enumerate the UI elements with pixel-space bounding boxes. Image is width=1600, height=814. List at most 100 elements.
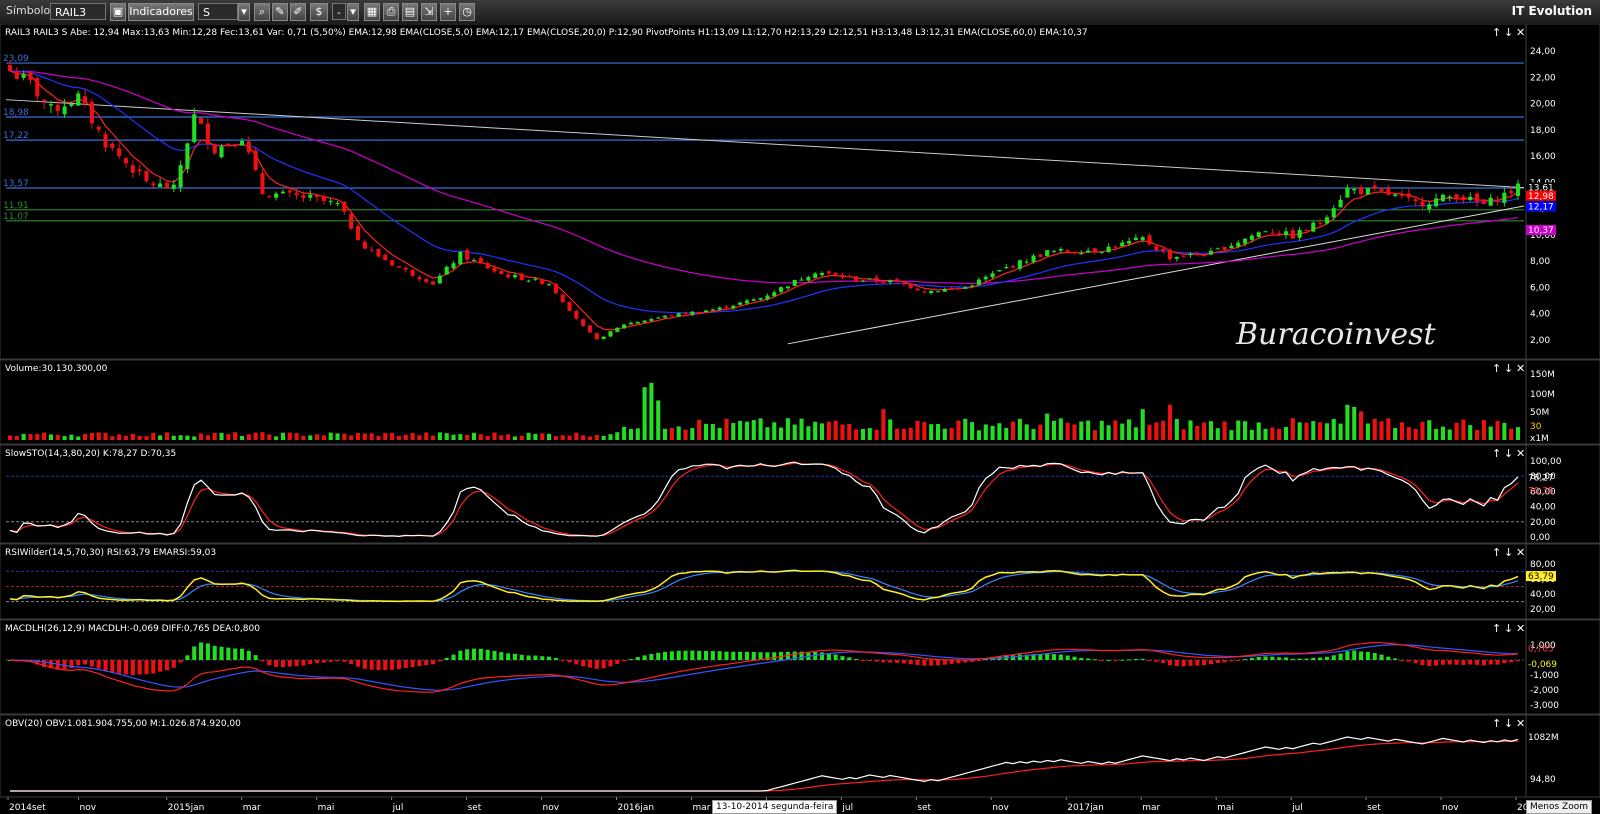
minus-select[interactable]: - bbox=[332, 3, 346, 20]
candle-body bbox=[908, 284, 913, 289]
chevron-down-icon[interactable]: ▾ bbox=[238, 3, 250, 21]
volume-bar bbox=[328, 432, 333, 440]
candle-body bbox=[42, 99, 47, 102]
macd-histogram-bar bbox=[915, 660, 920, 665]
candle-body bbox=[922, 291, 927, 293]
print-icon[interactable]: ⎙ bbox=[383, 3, 399, 21]
macd-histogram-bar bbox=[1311, 657, 1316, 660]
candle-body bbox=[697, 311, 702, 313]
indicators-button[interactable]: Indicadores bbox=[128, 3, 194, 21]
candle-body bbox=[813, 273, 818, 278]
candle-body bbox=[1461, 196, 1466, 201]
candle-body bbox=[738, 302, 743, 305]
clock-icon[interactable]: ◷ bbox=[459, 3, 475, 21]
save-icon[interactable]: ▤ bbox=[402, 3, 418, 21]
money-icon[interactable]: $ bbox=[310, 3, 328, 21]
candle-body bbox=[976, 279, 981, 285]
volume-bar bbox=[1024, 424, 1029, 440]
macd-histogram-bar bbox=[1399, 660, 1405, 661]
volume-bar bbox=[792, 424, 797, 440]
candle-body bbox=[1208, 250, 1213, 255]
symbol-input[interactable]: RAIL3 bbox=[50, 3, 106, 20]
macd-histogram-bar bbox=[1140, 658, 1145, 660]
volume-bar bbox=[233, 432, 238, 440]
volume-bar bbox=[1188, 420, 1193, 440]
rsi-value: 63,79 bbox=[1528, 572, 1554, 582]
macd-histogram-bar bbox=[860, 660, 865, 661]
draw-icon[interactable]: ✐ bbox=[290, 3, 306, 21]
x-axis-label: nov bbox=[80, 803, 97, 813]
zoom-out-button[interactable]: Menos Zoom bbox=[1525, 800, 1592, 814]
candle-body bbox=[1406, 193, 1411, 198]
macd-histogram-bar bbox=[451, 654, 456, 660]
volume-bar bbox=[1468, 425, 1473, 440]
macd-histogram-bar bbox=[826, 653, 831, 660]
macd-histogram-bar bbox=[219, 646, 224, 660]
move-down-icon-sto: ↓ bbox=[1504, 447, 1513, 460]
candle-body bbox=[683, 312, 688, 315]
candle-body bbox=[1331, 208, 1336, 218]
candle-body bbox=[390, 260, 395, 266]
macd-histogram-bar bbox=[403, 660, 408, 668]
candle-body bbox=[1236, 242, 1241, 247]
volume-bar bbox=[55, 434, 60, 440]
volume-bar bbox=[1092, 430, 1097, 440]
macd-histogram-bar bbox=[349, 660, 354, 665]
candle-body bbox=[178, 165, 183, 188]
chevron-down-icon-2[interactable]: ▾ bbox=[347, 3, 359, 21]
candle-body bbox=[424, 279, 429, 283]
volume-bar bbox=[144, 436, 149, 440]
candle-body bbox=[669, 315, 674, 317]
date-tooltip: 13-10-2014 segunda-feira bbox=[712, 800, 838, 814]
export-icon[interactable]: ⇲ bbox=[421, 3, 437, 21]
volume-bar bbox=[854, 429, 859, 440]
volume-bar bbox=[1277, 428, 1282, 440]
macd-histogram-bar bbox=[1413, 660, 1418, 664]
volume-bar bbox=[178, 435, 183, 440]
volume-axis-tick: x1M bbox=[1530, 434, 1549, 444]
volume-bar bbox=[649, 382, 654, 440]
volume-bar bbox=[669, 427, 674, 440]
candle-body bbox=[615, 327, 620, 332]
period-select[interactable]: S bbox=[198, 3, 238, 20]
open-symbol-icon[interactable]: ▣ bbox=[110, 3, 126, 21]
volume-bar bbox=[1283, 426, 1289, 440]
macd-histogram-bar bbox=[355, 660, 361, 667]
layout-icon[interactable]: ▦ bbox=[364, 3, 380, 21]
candle-body bbox=[96, 126, 101, 130]
candle-body bbox=[1495, 199, 1500, 202]
chart-area[interactable]: RAIL3 RAIL3 S Abe: 12,94 Max:13,63 Min:1… bbox=[0, 24, 1600, 813]
macd-histogram-bar bbox=[956, 660, 961, 664]
zoom-icon[interactable]: ⌕ bbox=[254, 3, 270, 21]
macd-histogram-bar bbox=[383, 660, 388, 671]
macd-histogram-bar bbox=[615, 660, 620, 665]
volume-bar bbox=[1113, 420, 1118, 440]
add-icon[interactable]: + bbox=[440, 3, 456, 21]
candle-body bbox=[1174, 256, 1179, 259]
candle-body bbox=[267, 196, 272, 198]
volume-bar bbox=[42, 432, 47, 440]
macd-histogram-bar bbox=[233, 648, 238, 660]
volume-bar bbox=[990, 425, 995, 440]
volume-bar bbox=[813, 421, 818, 440]
volume-bar bbox=[192, 436, 197, 440]
volume-bar bbox=[526, 432, 531, 440]
macd-histogram-bar bbox=[669, 651, 674, 660]
volume-bar bbox=[321, 435, 326, 440]
candle-body bbox=[983, 276, 988, 280]
macd-histogram-bar bbox=[1338, 653, 1343, 660]
macd-histogram-bar bbox=[178, 660, 183, 663]
price-axis-tick: 10,00 bbox=[1530, 231, 1556, 241]
candle-body bbox=[526, 280, 531, 282]
macd-histogram-bar bbox=[751, 651, 756, 660]
candle-body bbox=[21, 74, 26, 78]
candle-body bbox=[355, 226, 361, 241]
price-axis-tick: 6,00 bbox=[1530, 283, 1550, 293]
volume-bar bbox=[130, 433, 135, 440]
sto-axis-tick: 0,00 bbox=[1530, 533, 1550, 543]
macd-histogram-bar bbox=[628, 659, 633, 661]
volume-bar bbox=[21, 433, 26, 440]
volume-bar bbox=[1079, 421, 1084, 440]
edit-icon[interactable]: ✎ bbox=[272, 3, 288, 21]
macd-histogram-bar bbox=[55, 660, 60, 670]
